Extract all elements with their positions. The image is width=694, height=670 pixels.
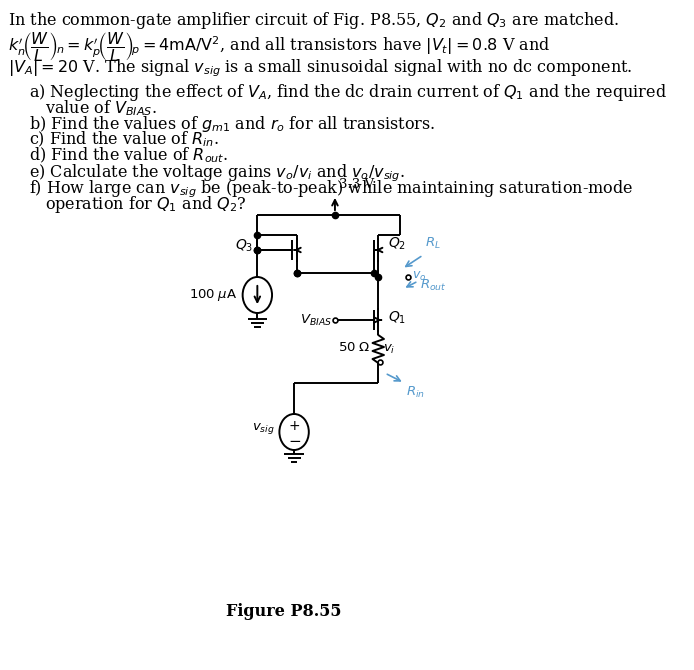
Text: $+$: $+$: [288, 419, 301, 433]
Text: $v_i$: $v_i$: [383, 342, 396, 356]
Text: $R_{out}$: $R_{out}$: [420, 277, 446, 293]
Text: $100\;\mu\mathrm{A}$: $100\;\mu\mathrm{A}$: [189, 287, 238, 303]
Text: f) How large can $v_{sig}$ be (peak-to-peak) while maintaining saturation-mode: f) How large can $v_{sig}$ be (peak-to-p…: [28, 178, 633, 200]
Text: d) Find the value of $R_{out}$.: d) Find the value of $R_{out}$.: [28, 146, 228, 165]
Text: $V_{BIAS}$: $V_{BIAS}$: [301, 312, 332, 328]
Text: $R_{in}$: $R_{in}$: [406, 385, 425, 400]
Text: b) Find the values of $g_{m1}$ and $r_o$ for all transistors.: b) Find the values of $g_{m1}$ and $r_o$…: [28, 114, 434, 134]
Text: $k_n^{\prime}\!\left(\dfrac{W}{L}\right)_{\!n} = k_p^{\prime}\!\left(\dfrac{W}{L: $k_n^{\prime}\!\left(\dfrac{W}{L}\right)…: [8, 30, 550, 63]
Text: $v_{sig}$: $v_{sig}$: [252, 421, 275, 436]
Text: Figure P8.55: Figure P8.55: [226, 604, 341, 620]
Text: c) Find the value of $R_{in}$.: c) Find the value of $R_{in}$.: [28, 130, 219, 149]
Text: $|V_A| = 20$ V. The signal $v_{sig}$ is a small sinusoidal signal with no dc com: $|V_A| = 20$ V. The signal $v_{sig}$ is …: [8, 57, 632, 78]
Text: $Q_3$: $Q_3$: [235, 238, 253, 254]
Text: $-$: $-$: [287, 431, 301, 446]
Text: a) Neglecting the effect of $V_A$, find the dc drain current of $Q_1$ and the re: a) Neglecting the effect of $V_A$, find …: [28, 82, 666, 103]
Text: $R_L$: $R_L$: [425, 236, 441, 251]
Text: $Q_1$: $Q_1$: [388, 310, 406, 326]
Text: e) Calculate the voltage gains $v_o/v_i$ and $v_o/v_{sig}$.: e) Calculate the voltage gains $v_o/v_i$…: [28, 162, 405, 184]
Text: In the common-gate amplifier circuit of Fig. P8.55, $Q_2$ and $Q_3$ are matched.: In the common-gate amplifier circuit of …: [8, 10, 619, 31]
Text: 3.3 V: 3.3 V: [339, 178, 374, 191]
Text: $v_o$: $v_o$: [412, 269, 426, 283]
Text: $Q_2$: $Q_2$: [388, 236, 406, 252]
Text: value of $V_{BIAS}$.: value of $V_{BIAS}$.: [45, 98, 157, 118]
Text: $50\;\Omega$: $50\;\Omega$: [338, 340, 370, 354]
Text: operation for $Q_1$ and $Q_2$?: operation for $Q_1$ and $Q_2$?: [45, 194, 247, 215]
